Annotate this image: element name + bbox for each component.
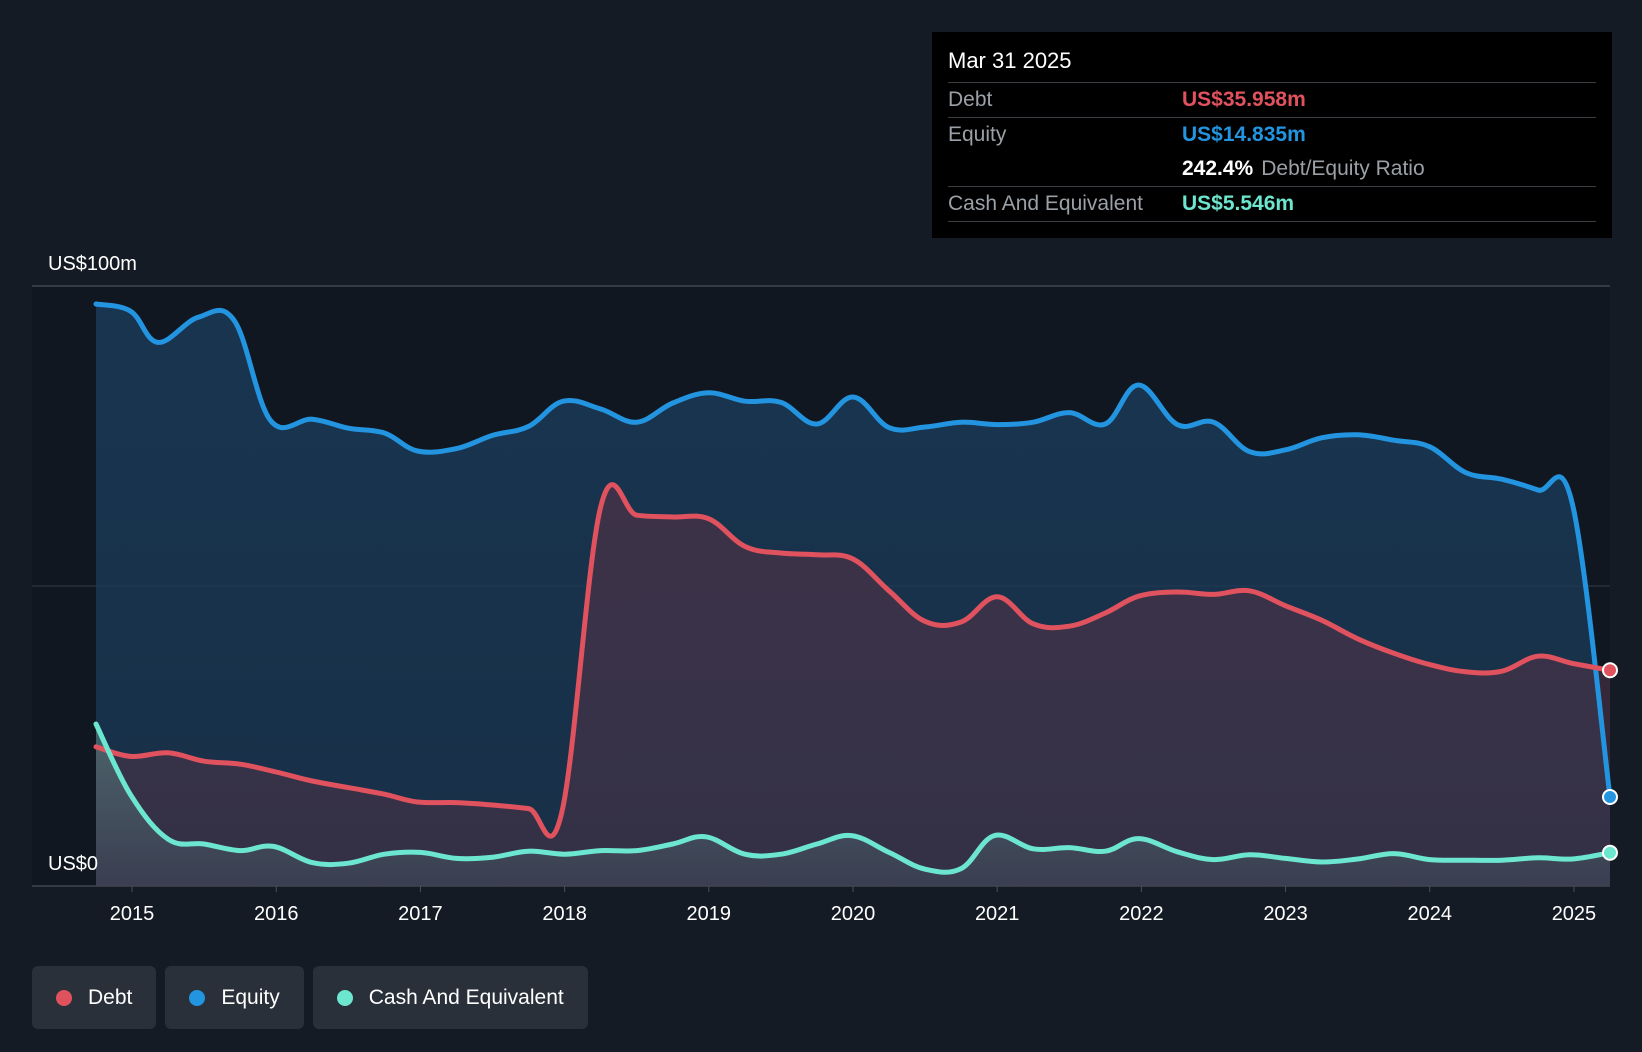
chart-legend: Debt Equity Cash And Equivalent xyxy=(32,966,588,1029)
tooltip-ratio-value: 242.4% xyxy=(1182,157,1254,180)
tooltip-equity-value: US$14.835m xyxy=(1182,123,1306,146)
tooltip-date: Mar 31 2025 xyxy=(948,48,1072,73)
tooltip-ratio-label: Debt/Equity Ratio xyxy=(1261,157,1425,180)
debt-end-marker[interactable] xyxy=(1602,662,1618,679)
x-tick-label-2025: 2025 xyxy=(1552,903,1597,925)
legend-item-cash[interactable]: Cash And Equivalent xyxy=(312,966,588,1029)
equity-end-marker[interactable] xyxy=(1602,788,1618,805)
tooltip-equity-label: Equity xyxy=(948,123,1007,146)
tooltip-cash-label: Cash And Equivalent xyxy=(948,192,1143,215)
tooltip-debt-value: US$35.958m xyxy=(1182,88,1306,111)
y-axis-top-label: US$100m xyxy=(48,253,137,275)
x-tick-label-2022: 2022 xyxy=(1119,903,1164,925)
debt-line xyxy=(93,482,1613,839)
x-tick-label-2016: 2016 xyxy=(254,903,299,925)
tooltip-debt-label: Debt xyxy=(948,88,993,111)
legend-cash-label: Cash And Equivalent xyxy=(368,985,564,1009)
cash-end-marker[interactable] xyxy=(1602,844,1618,861)
cash-dot-icon xyxy=(336,989,353,1006)
cash-area xyxy=(96,724,1610,886)
x-tick-label-2018: 2018 xyxy=(542,903,587,925)
tooltip-debt-row: Debt US$35.958m xyxy=(948,82,1596,117)
x-tick-label-2024: 2024 xyxy=(1408,903,1453,925)
tooltip-cash-value: US$5.546m xyxy=(1182,192,1295,215)
x-tick-label-2017: 2017 xyxy=(398,903,443,925)
legend-equity-label: Equity xyxy=(221,985,280,1009)
cash-line xyxy=(93,721,1613,875)
equity-line xyxy=(93,301,1613,800)
legend-item-equity[interactable]: Equity xyxy=(165,966,304,1029)
y-axis-bottom-label: US$0 xyxy=(48,853,98,875)
tooltip-cash-row: Cash And Equivalent US$5.546m xyxy=(948,186,1596,222)
tooltip-ratio-row: 242.4% Debt/Equity Ratio xyxy=(948,152,1596,186)
x-tick-label-2019: 2019 xyxy=(687,903,732,925)
data-tooltip: Mar 31 2025 Debt US$35.958m Equity US$14… xyxy=(932,32,1612,238)
legend-debt-label: Debt xyxy=(88,985,133,1009)
x-tick-label-2020: 2020 xyxy=(831,903,876,925)
debt-dot-icon xyxy=(56,989,72,1006)
tooltip-equity-row: Equity US$14.835m xyxy=(948,117,1596,152)
x-tick-label-2015: 2015 xyxy=(110,903,155,925)
x-tick-label-2021: 2021 xyxy=(975,903,1020,925)
debt-area xyxy=(96,484,1610,886)
equity-dot-icon xyxy=(189,989,206,1006)
legend-item-debt[interactable]: Debt xyxy=(32,966,157,1029)
x-tick-label-2023: 2023 xyxy=(1263,903,1308,925)
